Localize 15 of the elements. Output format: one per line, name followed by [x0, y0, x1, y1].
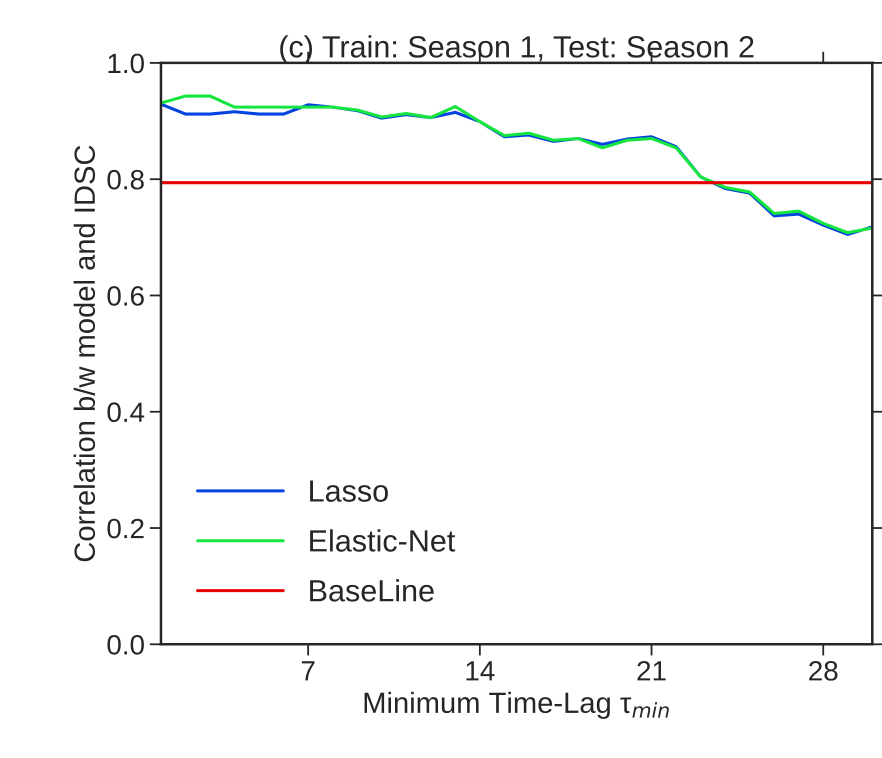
x-tick-label: 21: [637, 661, 666, 680]
legend-label: Elastic-Net: [310, 529, 456, 552]
x-tick-label: 7: [302, 661, 314, 680]
legend-label: BaseLine: [310, 579, 434, 602]
y-tick-label: 1.0: [108, 54, 144, 74]
legend-label: Lasso: [310, 480, 388, 502]
y-tick-label: 0.6: [107, 286, 144, 306]
y-tick-label: 0.2: [107, 518, 144, 538]
x-tick-label: 28: [809, 661, 838, 681]
y-axis-title: Correlation b/w model and IDSC: [74, 146, 96, 562]
x-axis-title: Minimum Time-Lag τ$_{min}$: [364, 692, 669, 719]
y-tick-label: 0.8: [107, 170, 144, 190]
y-tick-label: 0.0: [107, 634, 144, 655]
x-tick-label: 14: [466, 661, 494, 680]
y-tick-label: 0.4: [107, 402, 144, 422]
